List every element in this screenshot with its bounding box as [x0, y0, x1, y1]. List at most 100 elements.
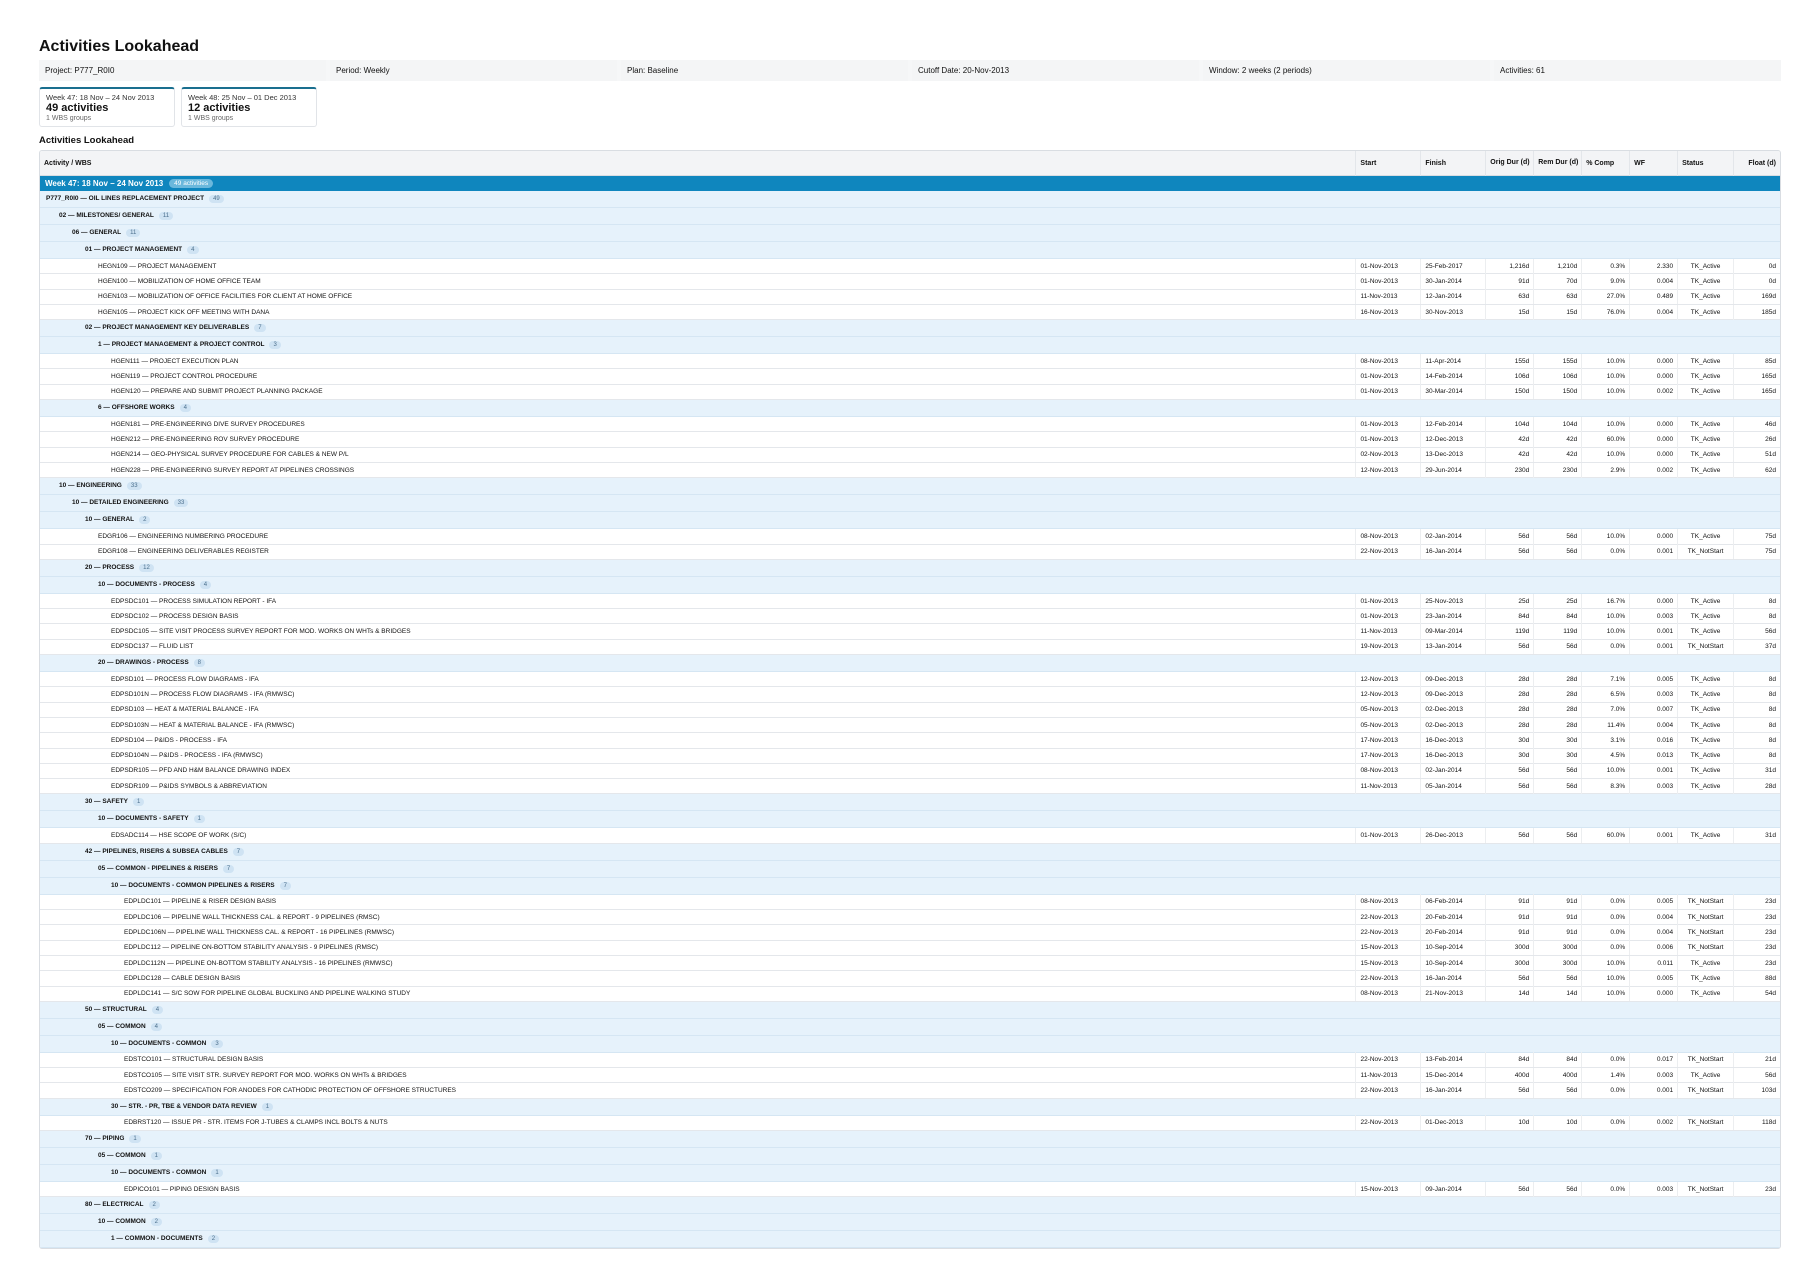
activity-row[interactable]: HGEN119 — PROJECT CONTROL PROCEDURE 01-No…	[40, 369, 1780, 385]
activity-row[interactable]: EDGR106 — ENGINEERING NUMBERING PROCEDUR…	[40, 528, 1780, 545]
activity-orig-dur: 56d	[1485, 778, 1533, 794]
wbs-group-row[interactable]: 1 — PROJECT MANAGEMENT & PROJECT CONTROL…	[40, 337, 1780, 355]
activity-row[interactable]: HEGN109 — PROJECT MANAGEMENT 01-Nov-2013 2…	[40, 258, 1780, 275]
activity-row[interactable]: EDPSD104 — P&IDS - PROCESS - IFA 17-Nov-2…	[40, 732, 1780, 749]
column-header-finish[interactable]: Finish	[1420, 151, 1485, 176]
wbs-group-row[interactable]: 10 — DOCUMENTS - COMMON PIPELINES & RISE…	[40, 877, 1780, 895]
activity-row[interactable]: HGEN181 — PRE-ENGINEERING DIVE SURVEY PR…	[40, 416, 1780, 433]
wbs-group-row[interactable]: 30 — STR. - PR, TBE & VENDOR DATA REVIEW…	[40, 1098, 1780, 1116]
column-header-start[interactable]: Start	[1355, 151, 1420, 176]
activity-row[interactable]: EDSTCO101 — STRUCTURAL DESIGN BASIS 22-No…	[40, 1052, 1780, 1069]
activity-rem-dur: 28d	[1533, 717, 1581, 733]
activity-row[interactable]: EDPSD103 — HEAT & MATERIAL BALANCE - IFA…	[40, 702, 1780, 718]
period-card[interactable]: Week 47: 18 Nov – 24 Nov 2013 49 activiti…	[39, 87, 175, 127]
wbs-group-row[interactable]: 10 — ENGINEERING 33	[40, 478, 1780, 496]
activity-row[interactable]: HGEN103 — MOBILIZATION OF OFFICE FACILIT…	[40, 289, 1780, 305]
activity-float: 23d	[1733, 1181, 1780, 1197]
activity-row[interactable]: HGEN111 — PROJECT EXECUTION PLAN 08-Nov-2…	[40, 353, 1780, 370]
activity-row[interactable]: EDPSDR109 — P&IDS SYMBOLS & ABBREVIATION…	[40, 778, 1780, 795]
activity-row[interactable]: HGEN214 — GEO-PHYSICAL SURVEY PROCEDURE …	[40, 447, 1780, 463]
activity-start: 17-Nov-2013	[1355, 732, 1420, 748]
wbs-name: 10 — DOCUMENTS - COMMON PIPELINES & RISE…	[111, 881, 275, 889]
activity-row[interactable]: EDPLDC141 — S/C SOW FOR PIPELINE GLOBAL …	[40, 986, 1780, 1002]
wbs-group-row[interactable]: 30 — SAFETY 1	[40, 794, 1780, 812]
wbs-group-row[interactable]: 6 — OFFSHORE WORKS 4	[40, 400, 1780, 418]
activity-row[interactable]: EDBRST120 — ISSUE PR - STR. ITEMS FOR J-…	[40, 1115, 1780, 1131]
wbs-count-badge: 3	[269, 341, 281, 350]
activity-orig-dur: 30d	[1485, 732, 1533, 748]
activity-row[interactable]: EDPLDC106N — PIPELINE WALL THICKNESS CAL…	[40, 924, 1780, 941]
wbs-group-row[interactable]: 10 — DOCUMENTS - COMMON 1	[40, 1164, 1780, 1182]
wbs-group-row[interactable]: 10 — DOCUMENTS - PROCESS 4	[40, 576, 1780, 594]
wbs-group-row[interactable]: 10 — COMMON 2	[40, 1214, 1780, 1232]
activity-float: 88d	[1733, 970, 1780, 986]
activity-row[interactable]: EDPLDC112 — PIPELINE ON-BOTTOM STABILITY…	[40, 940, 1780, 956]
wbs-group-row[interactable]: 02 — PROJECT MANAGEMENT KEY DELIVERABLES…	[40, 320, 1780, 338]
activity-row[interactable]: EDGR108 — ENGINEERING DELIVERABLES REGIS…	[40, 544, 1780, 560]
activity-row[interactable]: EDPICO101 — PIPING DESIGN BASIS 15-Nov-20…	[40, 1181, 1780, 1198]
activity-row[interactable]: HGEN212 — PRE-ENGINEERING ROV SURVEY PRO…	[40, 432, 1780, 448]
column-header-wf[interactable]: WF	[1629, 151, 1677, 176]
activity-row[interactable]: EDPSDC101 — PROCESS SIMULATION REPORT - …	[40, 593, 1780, 610]
wbs-group-row[interactable]: 10 — DOCUMENTS - SAFETY 1	[40, 811, 1780, 829]
week-group-header[interactable]: Week 47: 18 Nov – 24 Nov 2013 49 activit…	[40, 176, 1780, 191]
activity-row[interactable]: EDPSDC137 — FLUID LIST 19-Nov-2013 13-Jan-…	[40, 639, 1780, 656]
meta-item: Cutoff Date: 20-Nov-2013	[912, 60, 1199, 81]
activity-row[interactable]: EDSTCO209 — SPECIFICATION FOR ANODES FOR…	[40, 1083, 1780, 1099]
activity-row[interactable]: HGEN228 — PRE-ENGINEERING SURVEY REPORT …	[40, 462, 1780, 479]
wbs-group-row[interactable]: 02 — MILESTONES/ GENERAL 11	[40, 208, 1780, 225]
activity-orig-dur: 91d	[1485, 924, 1533, 940]
wbs-group-row[interactable]: 10 — DETAILED ENGINEERING 33	[40, 495, 1780, 513]
wbs-group-row[interactable]: 20 — DRAWINGS - PROCESS 8	[40, 655, 1780, 673]
column-header-status[interactable]: Status	[1677, 151, 1733, 176]
wbs-name: 70 — PIPING	[85, 1134, 125, 1142]
wbs-count-badge: 4	[187, 246, 199, 254]
wbs-group-row[interactable]: 06 — GENERAL 11	[40, 225, 1780, 242]
activity-row[interactable]: EDPLDC106 — PIPELINE WALL THICKNESS CAL.…	[40, 909, 1780, 926]
activity-row[interactable]: EDPSD103N — HEAT & MATERIAL BALANCE - IF…	[40, 717, 1780, 734]
activity-row[interactable]: EDPSD101N — PROCESS FLOW DIAGRAMS - IFA …	[40, 687, 1780, 703]
activity-row[interactable]: HGEN100 — MOBILIZATION OF HOME OFFICE TE…	[40, 273, 1780, 290]
column-header-rem-dur[interactable]: Rem Dur (d)	[1533, 151, 1581, 176]
wbs-group-row[interactable]: 01 — PROJECT MANAGEMENT 4	[40, 242, 1780, 259]
activity-start: 16-Nov-2013	[1355, 304, 1420, 320]
wbs-group-row[interactable]: 10 — GENERAL 2	[40, 512, 1780, 530]
wbs-group-row[interactable]: 05 — COMMON 1	[40, 1147, 1780, 1165]
wbs-group-row[interactable]: 50 — STRUCTURAL 4	[40, 1001, 1780, 1019]
column-header-orig-dur[interactable]: Orig Dur (d)	[1485, 151, 1533, 176]
wbs-group-row[interactable]: 42 — PIPELINES, RISERS & SUBSEA CABLES 7	[40, 843, 1780, 861]
activity-status: TK_Active	[1677, 608, 1733, 624]
activity-finish: 05-Jan-2014	[1420, 778, 1485, 794]
wbs-group-row[interactable]: 05 — COMMON - PIPELINES & RISERS 7	[40, 860, 1780, 878]
activity-row[interactable]: EDSADC114 — HSE SCOPE OF WORK (S/C) 01-No…	[40, 828, 1780, 844]
column-header-float[interactable]: Float (d)	[1733, 151, 1780, 176]
activity-start: 01-Nov-2013	[1355, 432, 1420, 448]
wbs-group-row[interactable]: 20 — PROCESS 12	[40, 559, 1780, 577]
column-header-pct-comp[interactable]: % Comp	[1581, 151, 1629, 176]
wbs-count-badge: 2	[150, 1218, 163, 1227]
activity-orig-dur: 14d	[1485, 986, 1533, 1002]
activity-row[interactable]: EDPSD101 — PROCESS FLOW DIAGRAMS - IFA 12…	[40, 671, 1780, 688]
wbs-group-row[interactable]: 70 — PIPING 1	[40, 1130, 1780, 1148]
column-header-activity[interactable]: Activity / WBS	[44, 159, 92, 167]
activity-row[interactable]: HGEN105 — PROJECT KICK OFF MEETING WITH …	[40, 304, 1780, 321]
activity-row[interactable]: EDPLDC112N — PIPELINE ON-BOTTOM STABILIT…	[40, 955, 1780, 972]
activity-row[interactable]: EDPSDC105 — SITE VISIT PROCESS SURVEY RE…	[40, 624, 1780, 640]
activity-name: EDPSDC101 — PROCESS SIMULATION REPORT - …	[111, 597, 277, 605]
wbs-group-row[interactable]: 05 — COMMON 4	[40, 1018, 1780, 1036]
activity-status: TK_Active	[1677, 732, 1733, 748]
activity-row[interactable]: EDPSDC102 — PROCESS DESIGN BASIS 01-Nov-2…	[40, 608, 1780, 625]
activity-row[interactable]: EDPSD104N — P&IDS - PROCESS - IFA (RMWSC…	[40, 748, 1780, 764]
wbs-group-row[interactable]: P777_R0I0 — OIL LINES REPLACEMENT PROJEC…	[40, 191, 1780, 208]
activity-status: TK_Active	[1677, 304, 1733, 320]
activity-float: 75d	[1733, 544, 1780, 560]
activity-row[interactable]: EDPLDC101 — PIPELINE & RISER DESIGN BASI…	[40, 894, 1780, 911]
wbs-group-row[interactable]: 80 — ELECTRICAL 2	[40, 1197, 1780, 1215]
activity-row[interactable]: EDSTCO105 — SITE VISIT STR. SURVEY REPOR…	[40, 1067, 1780, 1084]
activity-row[interactable]: EDPSDR105 — PFD AND H&M BALANCE DRAWING …	[40, 763, 1780, 780]
activity-row[interactable]: HGEN120 — PREPARE AND SUBMIT PROJECT PLA…	[40, 384, 1780, 401]
period-card[interactable]: Week 48: 25 Nov – 01 Dec 2013 12 activiti…	[181, 87, 317, 127]
wbs-group-row[interactable]: 10 — DOCUMENTS - COMMON 3	[40, 1035, 1780, 1053]
wbs-group-row[interactable]: 1 — COMMON - DOCUMENTS 2	[40, 1231, 1780, 1249]
activity-row[interactable]: EDPLDC128 — CABLE DESIGN BASIS 22-Nov-201…	[40, 970, 1780, 987]
